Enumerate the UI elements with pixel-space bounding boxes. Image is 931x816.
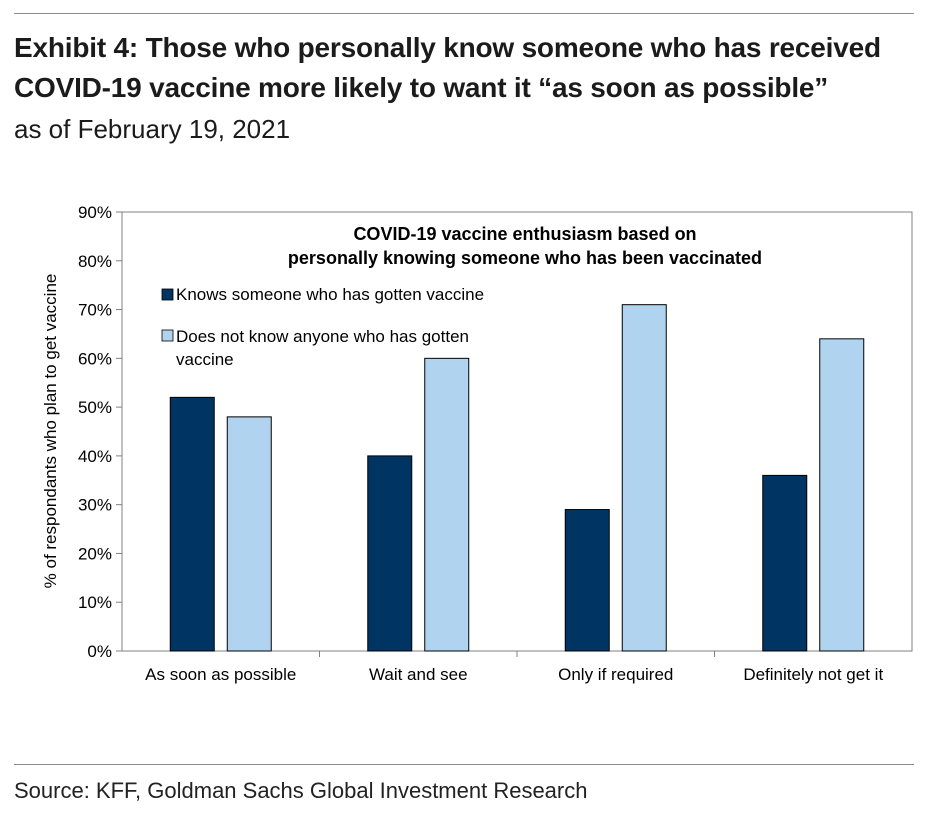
- legend-swatch-knows: [161, 288, 174, 301]
- exhibit-title-line-1: Exhibit 4: Those who personally know som…: [14, 32, 881, 63]
- x-category-label: Only if required: [558, 665, 673, 684]
- exhibit-title-line-2: COVID-19 vaccine more likely to want it …: [14, 72, 829, 103]
- bar-knows-3: [762, 474, 808, 652]
- bar-knows-2: [564, 509, 610, 652]
- bar-does-not-know-3: [819, 338, 865, 652]
- bar-knows-0: [169, 396, 215, 652]
- y-axis-label: % of respondants who plan to get vaccine: [41, 274, 60, 589]
- legend: Knows someone who has gotten vaccine Doe…: [161, 285, 484, 369]
- y-tick-label: 70%: [78, 301, 112, 320]
- bar-chart: 0% 10% 20% 30% 40% 50% 60% 70% 80% 90% As soon as …: [41, 203, 913, 684]
- x-category-label: Definitely not get it: [743, 665, 883, 684]
- legend-label-does-not-know-line-2: vaccine: [176, 350, 234, 369]
- exhibit-subtitle: as of February 19, 2021: [14, 114, 291, 144]
- y-tick-label: 80%: [78, 252, 112, 271]
- y-tick-label: 30%: [78, 496, 112, 515]
- chart-title-line-2: personally knowing someone who has been …: [288, 248, 762, 268]
- x-category-label: As soon as possible: [145, 665, 296, 684]
- bar-does-not-know-0: [226, 416, 272, 652]
- y-tick-label: 50%: [78, 398, 112, 417]
- top-rule: [14, 13, 914, 14]
- chart-title-line-1: COVID-19 vaccine enthusiasm based on: [353, 224, 696, 244]
- x-category-label: Wait and see: [369, 665, 468, 684]
- y-tick-label: 90%: [78, 203, 112, 222]
- y-tick-label: 20%: [78, 544, 112, 563]
- axes-group: 0% 10% 20% 30% 40% 50% 60% 70% 80% 90% As soon as …: [78, 203, 883, 684]
- y-tick-label: 60%: [78, 349, 112, 368]
- bar-knows-1: [367, 455, 413, 652]
- bars-group: [169, 304, 865, 652]
- legend-label-does-not-know-line-1: Does not know anyone who has gotten: [176, 327, 469, 346]
- bar-does-not-know-2: [621, 304, 667, 652]
- legend-swatch-does-not-know: [161, 329, 174, 342]
- y-tick-label: 10%: [78, 593, 112, 612]
- y-tick-label: 40%: [78, 447, 112, 466]
- source-note: Source: KFF, Goldman Sachs Global Invest…: [14, 778, 588, 803]
- bar-does-not-know-1: [424, 357, 470, 652]
- bottom-rule: [14, 764, 914, 765]
- legend-label-knows: Knows someone who has gotten vaccine: [176, 285, 484, 304]
- y-tick-label: 0%: [87, 642, 112, 661]
